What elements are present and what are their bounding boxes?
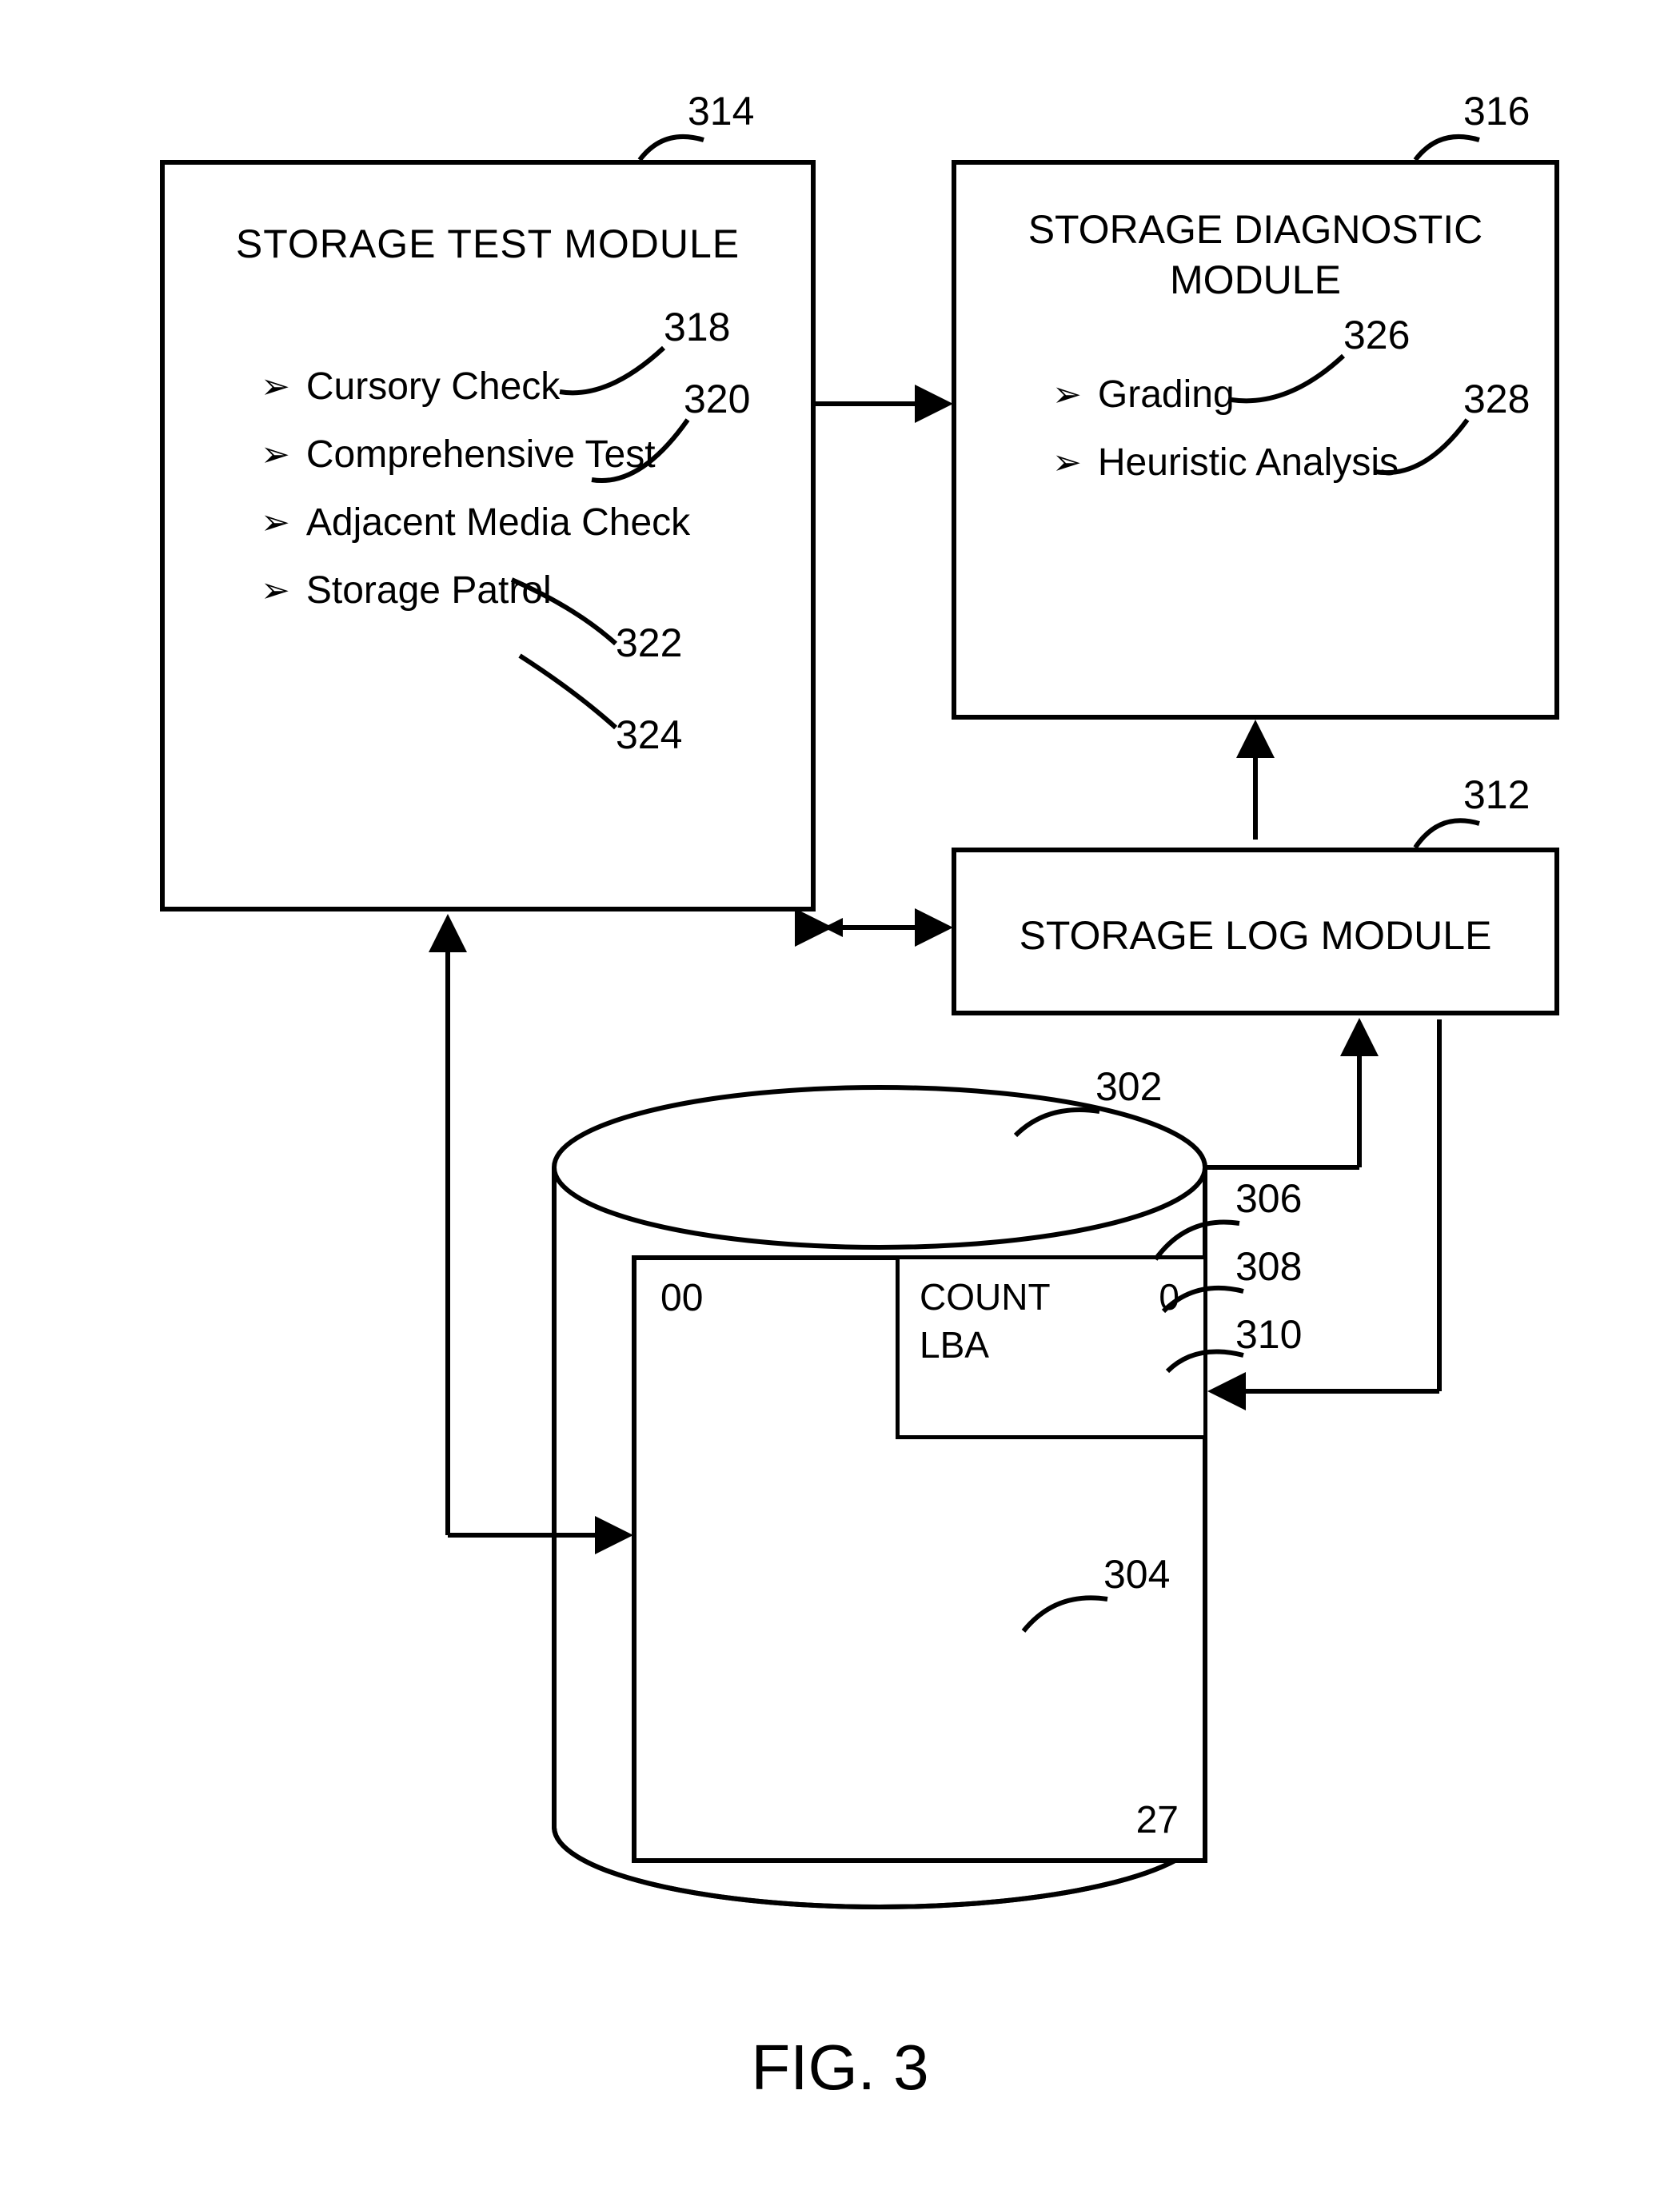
page-canvas: STORAGE TEST MODULE ➢ Cursory Check ➢ Co… — [0, 0, 1680, 2186]
figure-label: FIG. 3 — [0, 2031, 1680, 2104]
arrows-layer — [0, 0, 1680, 2186]
